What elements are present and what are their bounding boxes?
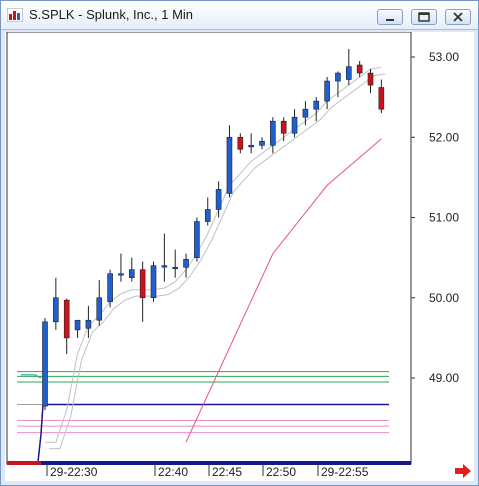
candle-body: [356, 64, 363, 74]
candle-body: [345, 66, 352, 80]
level-ramp-navy: [37, 404, 44, 463]
candle-body: [183, 258, 189, 268]
candle-body: [129, 269, 135, 278]
candle-body: [204, 209, 211, 222]
candle-body: [313, 100, 320, 110]
minimize-button[interactable]: [377, 9, 403, 25]
candle: [161, 233, 168, 282]
candle: [378, 79, 385, 114]
candle: [324, 77, 330, 110]
close-icon: [453, 12, 463, 22]
candle-body: [280, 120, 287, 134]
x-tick-label: 29-22:55: [321, 465, 369, 479]
candle: [226, 125, 233, 198]
candle-body: [118, 273, 124, 276]
candle: [129, 257, 135, 282]
candle: [85, 305, 92, 338]
window-title: S.SPLK - Splunk, Inc., 1 Min: [29, 7, 194, 22]
scrollbar-start-marker: [7, 461, 41, 465]
candle-body: [74, 319, 81, 331]
candle: [107, 269, 113, 308]
candle: [139, 261, 146, 322]
candle-body: [63, 299, 70, 339]
candle: [367, 69, 374, 94]
y-tick-label: 50.00: [429, 291, 459, 305]
y-tick-label: 51.00: [429, 211, 459, 225]
candle: [335, 71, 341, 98]
candle-body: [139, 269, 146, 299]
candle-body: [324, 80, 330, 102]
y-tick-label: 53.00: [429, 50, 459, 64]
close-button[interactable]: [445, 9, 471, 25]
candle: [53, 277, 59, 330]
candle: [356, 61, 363, 78]
candlestick-chart[interactable]: 53.00 52.00 51.00 50.00 49.00 29-22:30 22:40 2…: [5, 31, 474, 481]
candle-body: [161, 265, 168, 268]
candle-body: [150, 265, 157, 299]
y-tick-label: 52.00: [429, 130, 459, 144]
candle-body: [215, 189, 222, 210]
candle-body: [172, 266, 178, 270]
candle: [345, 48, 352, 86]
candle-body: [259, 140, 265, 146]
candle: [248, 133, 254, 154]
candle: [237, 133, 244, 154]
candle-body: [367, 72, 374, 86]
candle-body: [53, 297, 59, 323]
candle-body: [194, 221, 200, 258]
candle: [74, 319, 81, 338]
candle: [194, 217, 200, 262]
candle: [118, 253, 124, 282]
candle: [259, 137, 265, 150]
candle: [96, 280, 103, 326]
candle: [313, 97, 320, 122]
minimize-icon: [386, 19, 394, 21]
candle: [215, 181, 222, 218]
candle: [291, 109, 298, 138]
candle-body: [42, 321, 48, 407]
candle: [302, 101, 309, 126]
y-tick-label: 49.00: [429, 371, 459, 385]
time-scrollbar[interactable]: [7, 461, 411, 465]
candle: [204, 197, 211, 226]
chart-app-icon: [7, 8, 23, 22]
candle-body: [270, 120, 276, 146]
candle-body: [378, 87, 385, 110]
candle-body: [302, 108, 309, 118]
candle: [183, 253, 189, 278]
candle-body: [237, 136, 244, 150]
candle: [150, 261, 157, 302]
candle-body: [335, 72, 341, 82]
moving-average-slow-line: [185, 138, 382, 443]
candle-body: [226, 136, 233, 194]
x-tick-label: 29-22:30: [50, 465, 98, 479]
moving-average-fast-line-2: [49, 73, 386, 450]
candle-body: [291, 116, 298, 134]
candle: [270, 117, 276, 154]
restore-icon: [418, 12, 430, 22]
level-marker-teal: [21, 374, 42, 379]
x-tick-label: 22:40: [158, 465, 188, 479]
restore-button[interactable]: [411, 9, 437, 25]
candle: [172, 249, 178, 278]
x-tick-label: 22:45: [212, 465, 242, 479]
chart-client-area: 53.00 52.00 51.00 50.00 49.00 29-22:30 22:40 2…: [5, 31, 474, 481]
candle: [280, 117, 287, 142]
candle-body: [85, 319, 92, 329]
candle-body: [248, 144, 254, 148]
candle-body: [107, 273, 113, 303]
candle: [63, 298, 70, 354]
title-bar[interactable]: S.SPLK - Splunk, Inc., 1 Min: [1, 1, 478, 30]
candle-body: [96, 297, 103, 321]
scroll-right-arrow-icon[interactable]: [455, 464, 471, 478]
candle: [42, 317, 48, 411]
x-tick-label: 22:50: [266, 465, 296, 479]
